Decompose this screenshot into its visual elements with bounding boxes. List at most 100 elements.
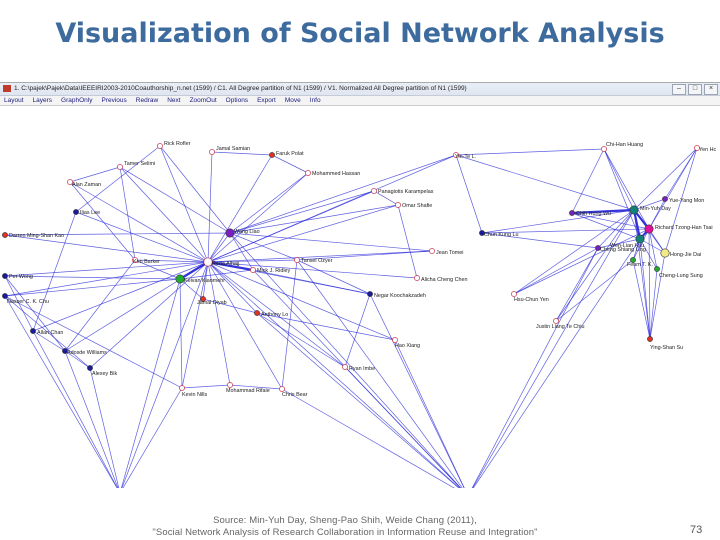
network-node[interactable]: Wen-Lian Hsu <box>610 234 645 249</box>
node-marker[interactable] <box>479 230 485 236</box>
node-marker[interactable] <box>225 228 235 238</box>
menu-layout[interactable]: Layout <box>4 97 24 104</box>
network-node[interactable]: Chih Hung Wu <box>569 210 611 217</box>
node-marker[interactable] <box>305 170 311 176</box>
node-marker[interactable] <box>654 266 660 272</box>
network-node[interactable]: Chi-Han Huang <box>601 142 643 152</box>
node-marker[interactable] <box>429 248 435 254</box>
network-node[interactable]: Ying-Shan Su <box>647 336 683 351</box>
node-marker[interactable] <box>2 293 8 299</box>
network-node[interactable]: Allan Chan <box>30 328 63 336</box>
node-marker[interactable] <box>179 385 185 391</box>
menu-options[interactable]: Options <box>225 97 249 104</box>
menu-layers[interactable]: Layers <box>32 97 53 104</box>
network-node[interactable]: Darren Ming-Shan Kao <box>2 232 64 239</box>
network-node[interactable]: Rick Rofler <box>157 141 191 149</box>
node-marker[interactable] <box>294 257 300 263</box>
node-marker[interactable] <box>644 224 654 234</box>
node-marker[interactable] <box>660 248 670 258</box>
network-node[interactable]: Omar Shafie <box>395 202 432 209</box>
network-node[interactable]: Chun Kung Lu <box>479 230 518 238</box>
menu-move[interactable]: Move <box>284 97 301 104</box>
network-node[interactable]: Mohammed Hassan <box>305 170 360 177</box>
network-node[interactable]: Chris Bear <box>279 386 308 398</box>
network-node[interactable]: Alexey Bik <box>87 365 117 377</box>
network-node[interactable]: Wang Liao <box>225 228 260 238</box>
network-node[interactable]: Mick J. Ridley <box>250 267 291 274</box>
network-node[interactable]: Anthony Lo <box>254 310 288 318</box>
node-marker[interactable] <box>2 273 8 279</box>
network-node[interactable]: Min-Yuh Day <box>629 205 671 215</box>
network-node[interactable]: Yin-Te L. <box>453 152 476 160</box>
network-node[interactable]: Negar Koochakzadeh <box>367 291 426 299</box>
network-node[interactable]: Hao Xiang <box>392 337 420 349</box>
network-node[interactable]: Justin Liang Te Chiu <box>536 318 584 330</box>
network-node[interactable]: Ilias Lee <box>73 209 100 216</box>
node-marker[interactable] <box>629 205 639 215</box>
network-node[interactable]: Panagiotis Karampelas <box>371 188 434 195</box>
node-marker[interactable] <box>392 337 398 343</box>
network-node[interactable]: Jamal Samian <box>209 146 250 155</box>
menu-zoomout[interactable]: ZoomOut <box>189 97 217 104</box>
node-marker[interactable] <box>209 149 215 155</box>
network-node[interactable]: Yen Hc <box>694 145 716 153</box>
node-marker[interactable] <box>662 196 668 202</box>
menu-export[interactable]: Export <box>257 97 276 104</box>
network-node[interactable]: Yue-Yang Mon <box>662 196 704 204</box>
node-marker[interactable] <box>157 143 163 149</box>
node-marker[interactable] <box>511 291 517 297</box>
node-marker[interactable] <box>87 365 93 371</box>
network-node[interactable]: Hong-Jie Dai <box>660 248 701 258</box>
node-marker[interactable] <box>630 257 636 263</box>
node-marker[interactable] <box>635 234 645 244</box>
maximize-button[interactable]: □ <box>688 84 702 95</box>
network-node[interactable]: Tamer Selimi <box>117 161 155 170</box>
node-marker[interactable] <box>62 348 68 354</box>
node-marker[interactable] <box>117 164 123 170</box>
network-node[interactable]: Adosde Williams <box>62 348 107 356</box>
node-marker[interactable] <box>2 232 8 238</box>
menu-next[interactable]: Next <box>167 97 181 104</box>
menu-info[interactable]: Info <box>309 97 321 104</box>
network-node[interactable]: Faruk Polat <box>269 151 304 158</box>
network-node[interactable]: Ken Barker <box>132 257 160 265</box>
node-marker[interactable] <box>227 382 233 388</box>
node-marker[interactable] <box>395 202 401 208</box>
network-node[interactable]: Cheng-Lung Sung <box>654 266 703 279</box>
node-marker[interactable] <box>569 210 575 216</box>
node-marker[interactable] <box>269 152 275 158</box>
node-marker[interactable] <box>342 364 348 370</box>
node-marker[interactable] <box>30 328 36 334</box>
menu-previous[interactable]: Previous <box>101 97 127 104</box>
network-node[interactable]: Jamal Diyab <box>197 296 227 306</box>
network-node[interactable]: Tansel Ozyer <box>294 257 333 264</box>
network-node[interactable]: Ryan Imbe <box>342 364 375 372</box>
node-marker[interactable] <box>367 291 373 297</box>
network-node[interactable]: Per Wong <box>2 273 33 280</box>
network-node[interactable]: Cheng Shiang Ling <box>595 245 646 253</box>
node-marker[interactable] <box>67 179 73 185</box>
node-marker[interactable] <box>203 257 213 267</box>
node-marker[interactable] <box>254 310 260 316</box>
menu-redraw[interactable]: Redraw <box>135 97 159 104</box>
node-marker[interactable] <box>132 257 138 263</box>
network-node[interactable]: Alan Zaman <box>67 179 101 188</box>
node-marker[interactable] <box>200 296 206 302</box>
network-node[interactable]: Reda Alhajj <box>203 257 239 267</box>
menu-graphonly[interactable]: GraphOnly <box>61 97 93 104</box>
close-button[interactable]: × <box>704 84 718 95</box>
network-node[interactable]: Mohammad Rifaie <box>226 382 270 394</box>
node-marker[interactable] <box>601 146 607 152</box>
node-marker[interactable] <box>595 245 601 251</box>
node-marker[interactable] <box>73 209 79 215</box>
node-marker[interactable] <box>279 386 285 392</box>
node-marker[interactable] <box>553 318 559 324</box>
network-node[interactable]: Nasser C. K. Chu <box>2 293 49 305</box>
node-marker[interactable] <box>694 145 700 151</box>
node-marker[interactable] <box>175 274 185 284</box>
node-marker[interactable] <box>453 152 459 158</box>
network-node[interactable]: Jean Tomei <box>429 248 463 256</box>
network-node[interactable]: Feam T. K. <box>627 257 653 268</box>
network-node[interactable]: Hsu-Chun Yen <box>511 291 549 303</box>
node-marker[interactable] <box>647 336 653 342</box>
